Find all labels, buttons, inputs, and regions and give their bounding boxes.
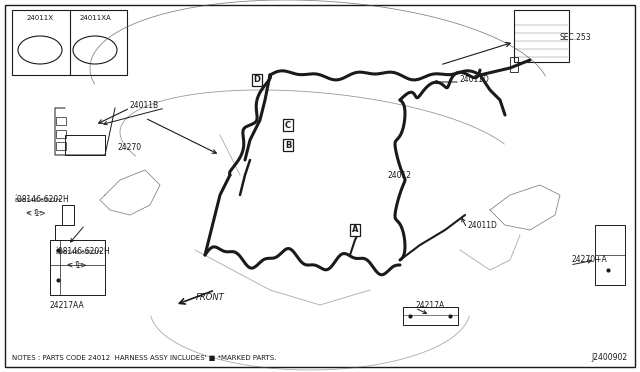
- Text: B08146-6202H: B08146-6202H: [55, 250, 102, 254]
- Text: 24270: 24270: [118, 144, 142, 153]
- Text: FRONT: FRONT: [196, 294, 225, 302]
- Text: 24217A: 24217A: [415, 301, 444, 310]
- Text: SEC.253: SEC.253: [560, 33, 591, 42]
- Text: ´08146-6202H: ´08146-6202H: [14, 196, 70, 205]
- Text: < 1>: < 1>: [67, 260, 86, 269]
- Text: A: A: [352, 225, 358, 234]
- Text: 24011D: 24011D: [467, 221, 497, 230]
- Text: ´08146-6202H: ´08146-6202H: [55, 247, 111, 257]
- Text: 24011D: 24011D: [460, 76, 490, 84]
- Text: 24217AA: 24217AA: [50, 301, 84, 310]
- Text: 24011X: 24011X: [26, 15, 54, 21]
- Bar: [510, 57, 518, 72]
- Text: 24270+A: 24270+A: [571, 256, 607, 264]
- Text: J2400902: J2400902: [592, 353, 628, 362]
- Text: B: B: [285, 141, 291, 150]
- Bar: [595, 225, 625, 285]
- Text: < 1>: < 1>: [67, 263, 83, 267]
- Text: 24011XA: 24011XA: [79, 15, 111, 21]
- Text: C: C: [285, 121, 291, 129]
- Bar: [50, 240, 105, 295]
- Text: B08146-6202H: B08146-6202H: [14, 198, 61, 202]
- Text: 24012: 24012: [388, 170, 412, 180]
- Text: < 1>: < 1>: [26, 211, 42, 215]
- Bar: [12, 10, 127, 75]
- Text: D: D: [253, 76, 260, 84]
- Text: 24011B: 24011B: [130, 100, 159, 109]
- Bar: [514, 10, 569, 62]
- Bar: [403, 307, 458, 325]
- Bar: [56, 130, 66, 138]
- Bar: [62, 205, 74, 225]
- Bar: [56, 117, 66, 125]
- Text: NOTES : PARTS CODE 24012  HARNESS ASSY INCLUDES' ■ *MARKED PARTS.: NOTES : PARTS CODE 24012 HARNESS ASSY IN…: [12, 355, 276, 361]
- Text: < 1>: < 1>: [26, 208, 45, 218]
- Bar: [65, 135, 105, 155]
- Bar: [56, 142, 66, 150]
